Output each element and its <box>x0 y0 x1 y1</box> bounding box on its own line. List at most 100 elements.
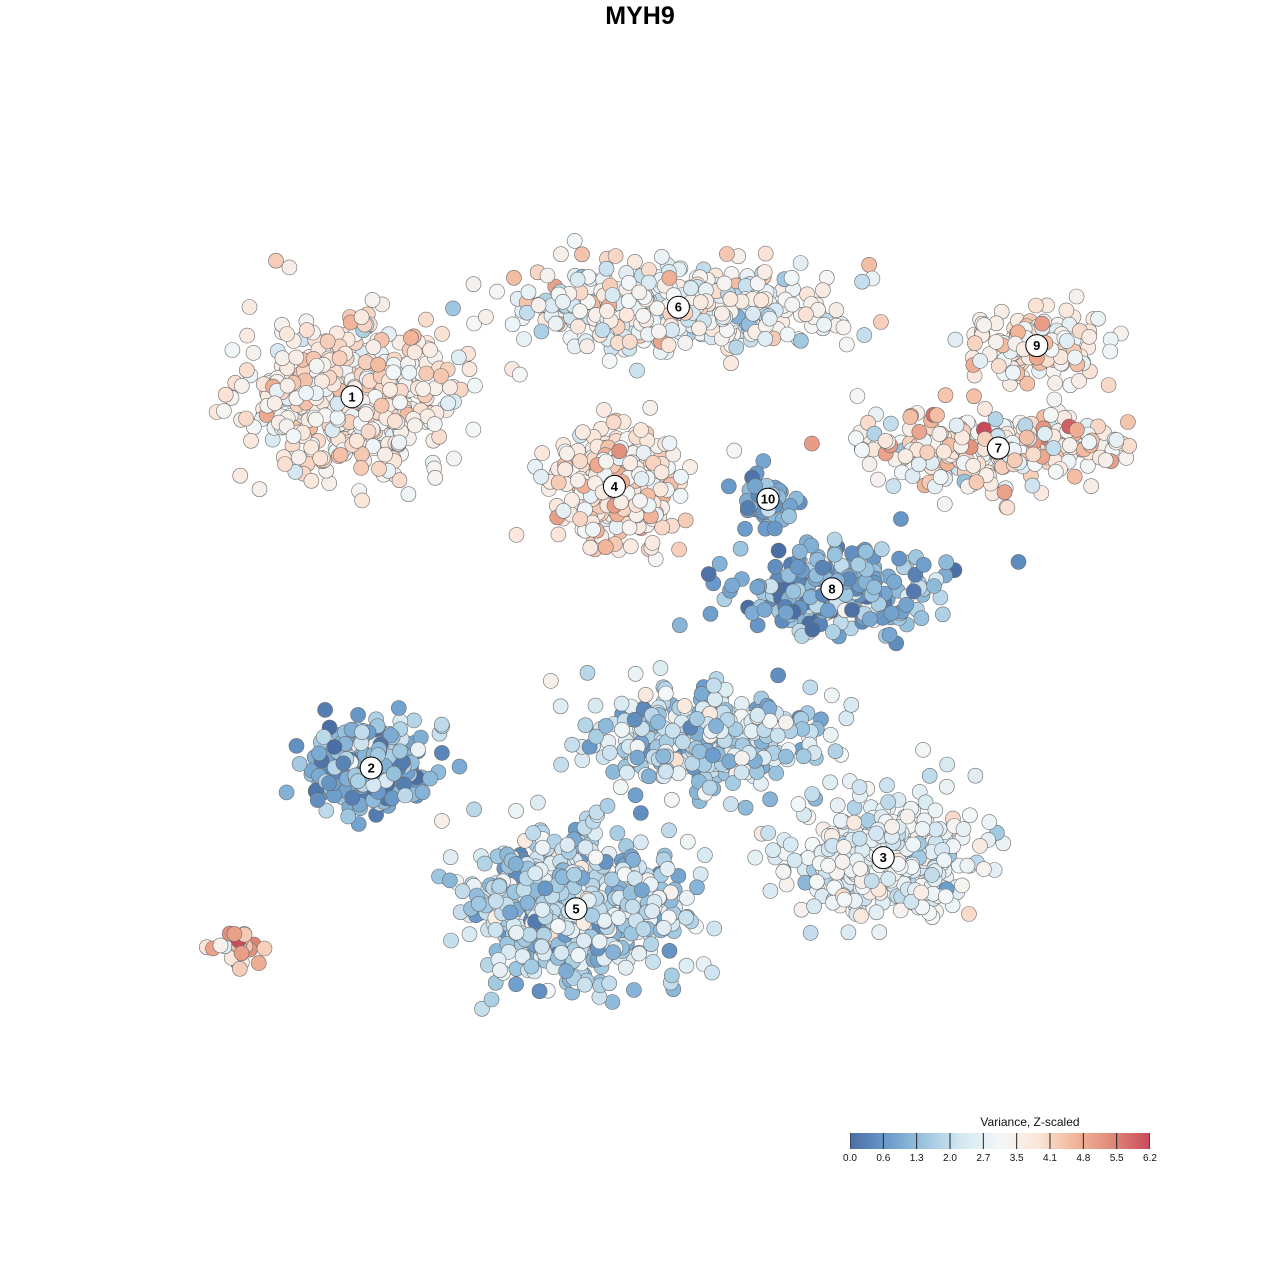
data-point <box>599 303 615 319</box>
data-point <box>661 822 677 839</box>
data-point <box>1068 288 1085 305</box>
data-point <box>224 342 241 358</box>
data-point <box>350 707 366 723</box>
data-point <box>846 814 863 831</box>
data-point <box>913 610 930 627</box>
data-point <box>762 883 779 899</box>
data-point <box>360 423 377 440</box>
cluster-label-text: 3 <box>880 850 887 865</box>
data-point <box>596 402 612 418</box>
data-point <box>317 702 333 718</box>
data-point <box>760 825 777 841</box>
data-point <box>555 293 571 310</box>
data-point <box>919 444 936 461</box>
data-point <box>879 777 895 794</box>
data-point <box>564 492 580 508</box>
data-point <box>929 407 945 424</box>
data-point <box>579 664 596 681</box>
data-point <box>274 350 291 367</box>
data-point <box>1025 446 1042 463</box>
data-point <box>401 364 418 381</box>
data-point <box>898 596 915 613</box>
data-point <box>784 296 801 313</box>
data-point <box>961 906 977 922</box>
data-point <box>747 849 764 866</box>
data-point <box>967 767 984 784</box>
data-point <box>644 535 661 551</box>
cluster-label-text: 7 <box>995 441 1002 456</box>
data-point <box>506 269 522 286</box>
data-point <box>433 368 449 384</box>
data-point <box>651 323 667 340</box>
cluster-label-7: 7 <box>986 436 1010 460</box>
data-point <box>937 888 954 905</box>
data-point <box>385 765 402 782</box>
data-point <box>728 339 745 356</box>
data-point <box>702 605 719 622</box>
data-point <box>508 802 524 819</box>
data-point <box>931 426 948 442</box>
data-point <box>866 579 883 596</box>
data-point <box>434 326 450 342</box>
data-point <box>400 486 417 503</box>
data-point <box>967 335 983 352</box>
data-point <box>683 280 699 297</box>
data-point <box>601 744 618 761</box>
data-point <box>868 904 885 921</box>
data-point <box>348 432 365 449</box>
data-point <box>840 924 857 941</box>
data-point <box>217 386 234 403</box>
data-point <box>767 558 784 575</box>
data-point <box>880 871 897 887</box>
data-point <box>915 742 931 758</box>
data-point <box>319 333 336 350</box>
data-point <box>756 602 773 618</box>
data-point <box>1102 343 1118 360</box>
data-point <box>232 960 248 977</box>
data-point <box>661 435 678 452</box>
data-point <box>779 326 796 343</box>
data-point <box>802 925 819 941</box>
color-scale-bar <box>850 1133 1150 1149</box>
data-point <box>934 606 951 623</box>
data-point <box>1100 377 1117 393</box>
data-point <box>434 745 450 761</box>
data-point <box>632 492 648 509</box>
data-point <box>938 778 955 795</box>
data-point <box>303 472 320 489</box>
data-point <box>1010 554 1027 570</box>
data-point <box>948 417 965 434</box>
data-point <box>826 531 843 548</box>
data-point <box>826 546 843 563</box>
data-point <box>629 749 646 766</box>
data-point <box>733 764 750 781</box>
cluster-label-text: 10 <box>761 492 775 507</box>
data-point <box>677 335 694 351</box>
data-point <box>354 724 370 741</box>
data-point <box>298 385 315 401</box>
data-point <box>564 736 580 753</box>
cluster-label-text: 2 <box>368 761 375 776</box>
data-point <box>239 327 255 344</box>
data-point <box>825 624 841 640</box>
data-point <box>433 716 450 733</box>
data-point <box>357 406 374 423</box>
data-point <box>422 342 438 358</box>
data-point <box>629 362 645 379</box>
data-point <box>370 356 387 373</box>
data-point <box>854 273 870 290</box>
data-point <box>534 445 551 461</box>
data-point <box>598 453 614 470</box>
data-point <box>569 271 586 288</box>
data-point <box>631 284 648 301</box>
data-point <box>661 270 678 286</box>
data-point <box>972 353 989 369</box>
data-point <box>834 853 851 870</box>
data-point <box>256 940 273 957</box>
data-point <box>897 448 914 465</box>
data-point <box>633 422 649 438</box>
data-point <box>724 577 740 594</box>
data-point <box>792 255 809 271</box>
data-point <box>266 395 283 412</box>
